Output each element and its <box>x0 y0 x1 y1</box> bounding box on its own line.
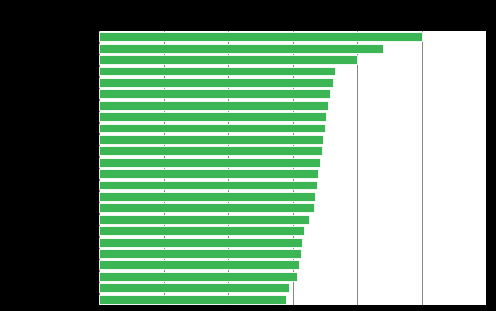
Bar <box>99 55 357 64</box>
Bar <box>99 203 313 212</box>
Bar <box>99 238 303 247</box>
Bar <box>99 272 298 281</box>
Bar <box>99 295 286 304</box>
Bar <box>99 101 328 110</box>
Bar <box>99 169 318 178</box>
Bar <box>99 135 323 144</box>
Bar <box>99 249 301 258</box>
Bar <box>99 226 304 235</box>
Bar <box>99 78 333 87</box>
Bar <box>99 181 317 189</box>
Bar <box>99 89 330 98</box>
Bar <box>99 283 290 292</box>
Bar <box>99 67 334 76</box>
Bar <box>99 192 315 201</box>
Bar <box>99 260 299 269</box>
Bar <box>99 44 383 53</box>
Bar <box>99 215 309 224</box>
Bar <box>99 112 326 121</box>
Bar <box>99 123 325 132</box>
Bar <box>99 158 320 167</box>
Bar <box>99 146 321 155</box>
Bar <box>99 32 422 41</box>
